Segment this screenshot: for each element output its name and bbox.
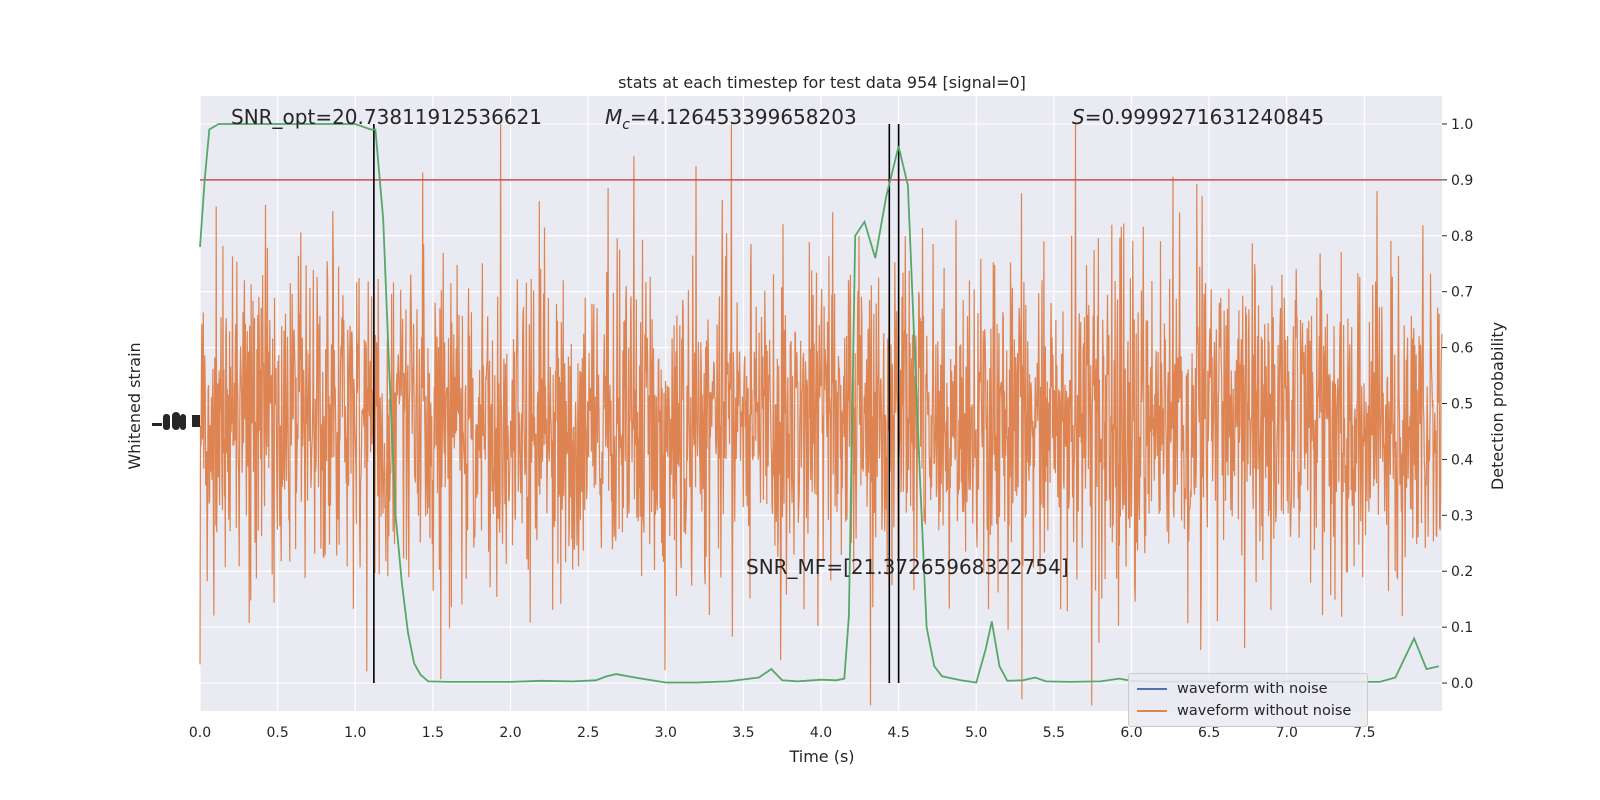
legend-label-with-noise: waveform with noise — [1177, 681, 1328, 697]
x-tick-label-14: 7.0 — [1276, 725, 1298, 741]
x-tick-label-10: 5.0 — [965, 725, 987, 741]
x-tick-label-1: 0.5 — [266, 725, 288, 741]
x-tick-label-0: 0.0 — [189, 725, 211, 741]
chirp-mass-value: =4.126453399658203 — [630, 105, 857, 129]
x-tick-label-8: 4.0 — [810, 725, 832, 741]
y-ticks-right: 0.0 0.1 0.2 0.3 0.4 0.5 0.6 0.7 0.8 0.9 1.0 — [1442, 117, 1473, 692]
legend-swatch-with-noise — [1137, 688, 1167, 690]
y-axis-label-left: Whitened strain — [125, 342, 144, 469]
y-tick-label-2: 0.2 — [1451, 564, 1473, 580]
x-tick-label-12: 6.0 — [1120, 725, 1142, 741]
x-tick-label-3: 1.5 — [422, 725, 444, 741]
strain-waveform-without-noise — [199, 123, 1443, 706]
x-tick-label-6: 3.0 — [655, 725, 677, 741]
y-axis-label-right: Detection probability — [1488, 322, 1507, 490]
y-tick-label-6: 0.6 — [1451, 341, 1473, 357]
legend-entry-with-noise: waveform with noise — [1137, 678, 1328, 700]
y-tick-label-5: 0.5 — [1451, 397, 1473, 413]
x-tick-label-5: 2.5 — [577, 725, 599, 741]
x-tick-label-4: 2.0 — [499, 725, 521, 741]
left-axis-cluster — [152, 412, 200, 430]
legend-label-without-noise: waveform without noise — [1177, 703, 1352, 719]
chirp-mass-annotation: Mc=4.126453399658203 — [605, 105, 857, 133]
snr-opt-annotation: SNR_opt=20.73811912536621 — [231, 105, 542, 129]
x-tick-label-2: 1.0 — [344, 725, 366, 741]
s-value: =0.9999271631240845 — [1085, 105, 1324, 129]
s-annotation: S=0.9999271631240845 — [1072, 105, 1324, 129]
x-axis-label: Time (s) — [788, 747, 854, 766]
y-tick-label-8: 0.8 — [1451, 229, 1473, 245]
y-tick-label-9: 0.9 — [1451, 173, 1473, 189]
y-tick-label-0: 0.0 — [1451, 676, 1473, 692]
legend-entry-without-noise: waveform without noise — [1137, 700, 1351, 722]
chart-title: stats at each timestep for test data 954… — [618, 73, 1026, 92]
y-tick-label-4: 0.4 — [1451, 452, 1473, 468]
x-tick-label-11: 5.5 — [1043, 725, 1065, 741]
x-ticks: 0.0 0.5 1.0 1.5 2.0 2.5 3.0 3.5 4.0 4.5 5.0 5.5 6.0 6… — [189, 725, 1376, 741]
x-tick-label-7: 3.5 — [732, 725, 754, 741]
x-tick-label-15: 7.5 — [1353, 725, 1375, 741]
y-tick-label-1: 0.1 — [1451, 620, 1473, 636]
y-tick-label-7: 0.7 — [1451, 285, 1473, 301]
y-tick-label-3: 0.3 — [1451, 508, 1473, 524]
legend-swatch-without-noise — [1137, 710, 1167, 712]
snr-mf-annotation: SNR_MF=[21.37265968322754] — [746, 555, 1069, 579]
legend: waveform with noise waveform without noi… — [1128, 673, 1368, 727]
chirp-mass-subscript: c — [622, 117, 630, 133]
x-tick-label-13: 6.5 — [1198, 725, 1220, 741]
x-tick-label-9: 4.5 — [887, 725, 909, 741]
s-symbol: S — [1072, 105, 1085, 129]
y-tick-label-10: 1.0 — [1451, 117, 1473, 133]
chirp-mass-symbol: M — [605, 105, 622, 129]
event-lines — [373, 123, 900, 684]
